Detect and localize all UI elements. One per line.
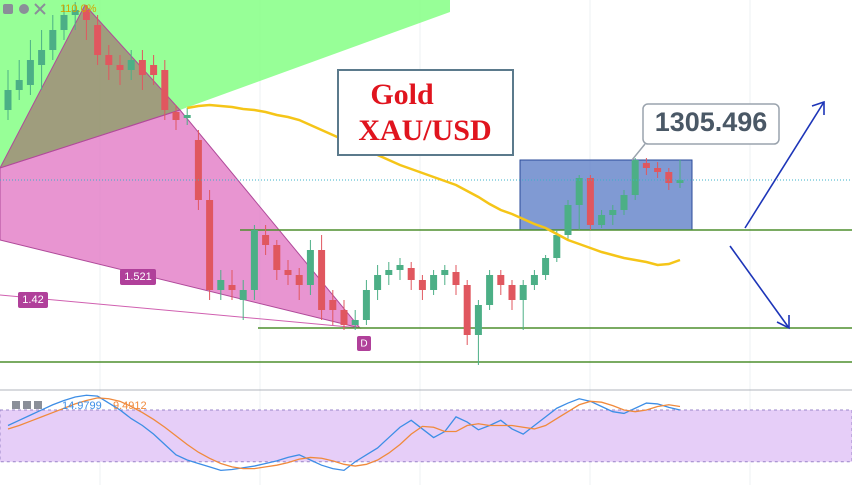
arrows (729, 100, 825, 330)
fib-label: 110.0% (60, 3, 97, 15)
candle-body (161, 70, 169, 110)
candle-body (351, 320, 359, 325)
candle-body (474, 305, 482, 335)
range-box (519, 159, 693, 231)
candle-body (519, 285, 527, 300)
arrow-head (776, 315, 790, 330)
candle-body (407, 268, 415, 280)
candles (0, 2, 852, 365)
candle-body (284, 270, 292, 275)
candle-body (575, 178, 583, 205)
toolbar-icon[interactable] (19, 4, 29, 14)
price-label: 1305.496 (655, 107, 768, 137)
candle-body (340, 310, 348, 325)
candle-body (654, 168, 662, 172)
candle-body (38, 50, 46, 65)
toolbar-icon[interactable] (34, 3, 46, 15)
candle-body (60, 15, 68, 30)
candle-body (586, 178, 594, 225)
candle-body (71, 10, 79, 15)
candle-body (4, 90, 12, 110)
oscillator-line (7, 394, 681, 472)
toolbar[interactable] (3, 3, 46, 409)
arrow (744, 101, 825, 229)
candle-body (564, 205, 572, 235)
arrow (729, 245, 790, 329)
candle-body (553, 235, 561, 258)
candle-body (396, 265, 404, 270)
candle-body (609, 210, 617, 215)
point-label: D (360, 339, 367, 350)
candle-body (530, 275, 538, 285)
candle-body (116, 65, 124, 70)
candle-body (239, 290, 247, 300)
candle-body (217, 280, 225, 290)
fib-tag (120, 269, 156, 285)
candle-body (250, 230, 258, 290)
pattern-line (0, 294, 361, 329)
candle-body (138, 60, 146, 75)
candle-body (127, 60, 135, 70)
toolbar-icon[interactable] (34, 401, 42, 409)
candle-body (206, 200, 214, 290)
candle-body (228, 285, 236, 290)
oscillator-line (7, 397, 681, 470)
fib-label: 1.521 (124, 271, 152, 283)
candle-body (418, 280, 426, 290)
candle-body (49, 30, 57, 50)
candle-body (172, 112, 180, 120)
fib-tag (18, 292, 48, 308)
candle-body (441, 270, 449, 275)
oscillator-band (0, 409, 852, 463)
legend-value: 14.9799 (62, 400, 102, 412)
toolbar-icon[interactable] (3, 4, 13, 14)
oscillator (0, 394, 852, 472)
title-box (337, 69, 514, 156)
candle-body (306, 250, 314, 285)
candle-body (194, 140, 202, 200)
chart-title: Gold (370, 78, 434, 111)
candle-body (295, 275, 303, 285)
candle-body (642, 163, 650, 168)
candle-body (273, 245, 281, 270)
candle-body (620, 195, 628, 210)
candle-body (150, 65, 158, 75)
candle-body (318, 250, 326, 310)
toolbar-icon[interactable] (23, 401, 31, 409)
callout-pointer (631, 143, 646, 161)
candle-body (598, 215, 606, 225)
candle-body (374, 275, 382, 290)
candle-body (385, 270, 393, 275)
candle-body (183, 115, 191, 118)
toolbar-icon[interactable] (12, 401, 20, 409)
candle-body (542, 258, 550, 275)
arrow-head (811, 100, 825, 115)
candle-body (262, 235, 270, 245)
point-tag (357, 336, 371, 351)
candle-body (665, 172, 673, 183)
chart-subtitle: XAU/USD (358, 114, 491, 147)
candle-body (15, 80, 23, 90)
moving-average (186, 103, 681, 267)
candle-body (94, 25, 102, 55)
candle-body (631, 160, 639, 195)
legend-value: 9.4912 (113, 400, 147, 412)
candle-body (497, 275, 505, 285)
candle-body (452, 272, 460, 285)
candle-body (486, 275, 494, 305)
ma-line (186, 103, 681, 267)
candle-body (26, 60, 34, 85)
candle-body (430, 275, 438, 290)
candle-body (105, 55, 113, 65)
candle-body (329, 300, 337, 310)
candle-body (82, 10, 90, 20)
candle-body (676, 180, 684, 183)
levels (0, 229, 852, 363)
price-callout (642, 103, 780, 145)
candle-body (362, 290, 370, 320)
candle-body (508, 285, 516, 300)
candle-body (463, 285, 471, 335)
fib-label: 1.42 (22, 294, 43, 306)
